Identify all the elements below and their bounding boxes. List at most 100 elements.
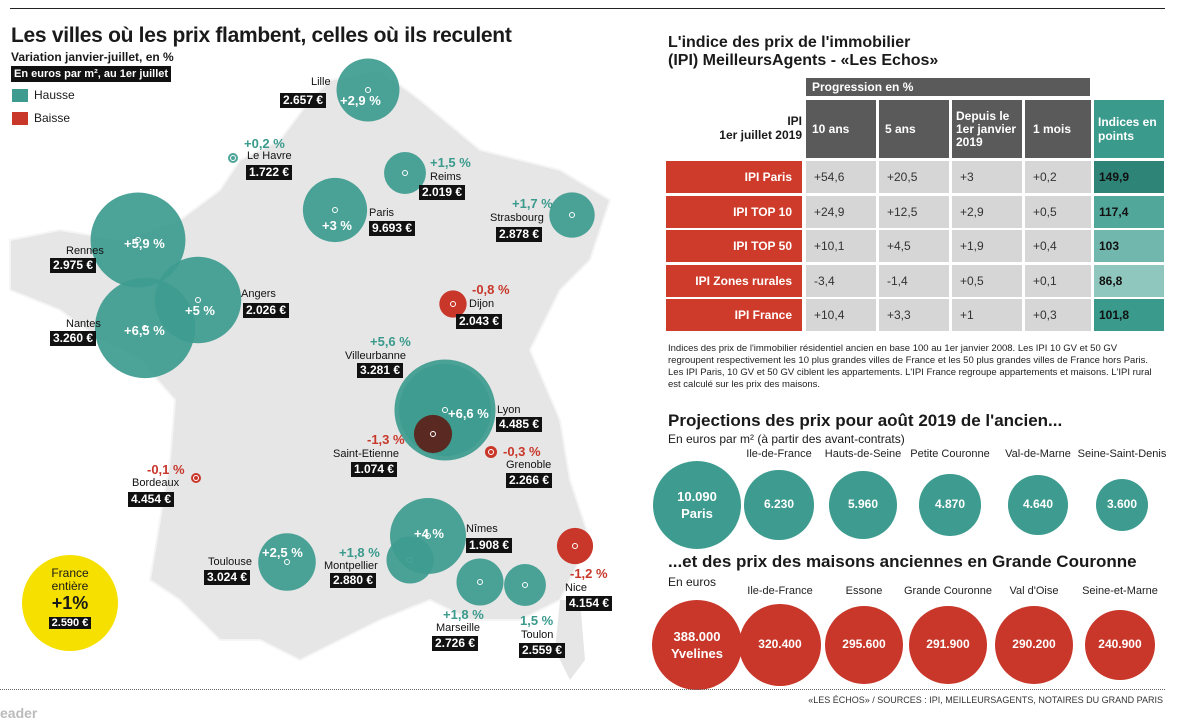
- france-label-1: France: [51, 566, 89, 580]
- city-change-montpellier: +1,8 %: [339, 545, 380, 560]
- map-circle-toulouse: [258, 533, 316, 591]
- map-dot-lille: [365, 87, 371, 93]
- city-change-lyon: +6,6 %: [448, 406, 489, 421]
- value-bubble: 3.600: [1095, 478, 1149, 532]
- col-depuis: Depuis le 1er janvier 2019: [952, 100, 1022, 158]
- value-bubble: 290.200: [995, 606, 1073, 684]
- map-dot-dijon: [450, 301, 456, 307]
- ipi-row-header-1: IPI: [787, 114, 802, 128]
- projections-bubbles: 10.090 Paris 6.230 Ile-de-France 5.960 Hauts-…: [650, 440, 1166, 550]
- bubble-label: Val d'Oise: [1009, 585, 1059, 597]
- city-name-nice: Nice: [565, 582, 588, 594]
- france-map: [9, 58, 612, 680]
- bubble-value: 295.600: [842, 637, 886, 652]
- projections-title: Projections des prix pour août 2019 de l…: [668, 411, 1063, 430]
- ipi-row-header: IPI 1er juillet 2019: [666, 100, 802, 158]
- value-bubble: 6.230: [744, 470, 814, 540]
- map-circle-paris: [302, 177, 368, 243]
- bubble-value: 4.640: [1022, 497, 1053, 512]
- ipi-cell-value: +1,9: [952, 230, 1022, 262]
- city-price-rennes: 2.975 €: [50, 258, 97, 273]
- ipi-cell-value: +10,4: [806, 299, 876, 331]
- bubble-label: Essone: [845, 585, 883, 597]
- city-price-toulouse: 3.024 €: [204, 570, 251, 585]
- ipi-cell-value: +0,1: [1025, 264, 1091, 297]
- bubble-inner-label: Yvelines: [670, 646, 724, 661]
- top-rule: [10, 8, 1165, 9]
- ipi-cell-value: +4,5: [879, 230, 949, 262]
- city-price-angers: 2.026 €: [243, 303, 290, 318]
- ipi-note: Indices des prix de l'immobilier résiden…: [668, 343, 1152, 390]
- bubble-label: Grande Couronne: [903, 585, 993, 597]
- city-price-dijon: 2.043 €: [456, 314, 503, 329]
- city-change-bordeaux: -0,1 %: [147, 462, 185, 477]
- ipi-cell-index: 149,9: [1094, 161, 1164, 193]
- city-name-montpellier: Montpellier: [324, 560, 378, 572]
- city-price-reims: 2.019 €: [419, 185, 466, 200]
- map-circle-bordeaux: [191, 473, 201, 483]
- map-unit-label: En euros par m², au 1er juillet: [11, 66, 172, 82]
- city-price-villeurbanne: 3.281 €: [357, 363, 404, 378]
- ipi-cell-value: +0,4: [1025, 230, 1091, 262]
- ipi-cell-value: +0,5: [1025, 195, 1091, 228]
- bubble-value: 320.400: [758, 637, 802, 652]
- map-dot-toulouse: [284, 559, 290, 565]
- map-circle-rennes: [90, 192, 186, 288]
- city-price-nice: 4.154 €: [566, 596, 613, 611]
- city-price-nantes: 3.260 €: [50, 331, 97, 346]
- ipi-cell-value: +3,3: [879, 299, 949, 331]
- ipi-cell-value: +10,1: [806, 230, 876, 262]
- map-circle-toulon: [504, 564, 546, 606]
- ipi-cell-value: +0,2: [1025, 161, 1091, 193]
- map-subtitle: Variation janvier-juillet, en %: [11, 50, 174, 64]
- city-price-lehavre: 1.722 €: [246, 165, 293, 180]
- city-change-rennes: +5,9 %: [124, 236, 165, 251]
- maisons-bubbles: 388.000 Yvelines 320.400 Ile-de-France 295.6…: [650, 575, 1165, 690]
- city-name-marseille: Marseille: [436, 622, 481, 634]
- map-circle-nice: [556, 527, 594, 565]
- map-dot-bordeaux: [193, 475, 199, 481]
- ipi-cell-value: +0,3: [1025, 299, 1091, 331]
- city-price-bordeaux: 4.454 €: [128, 492, 175, 507]
- city-name-paris: Paris: [369, 207, 395, 219]
- bubble-label: Petite Couronne: [910, 448, 990, 460]
- city-name-reims: Reims: [430, 171, 462, 183]
- bubble-value: 290.200: [1012, 637, 1056, 652]
- corsica-outline: [555, 600, 585, 680]
- ipi-cell-index: 117,4: [1094, 195, 1164, 228]
- map-dot-angers: [195, 297, 201, 303]
- city-price-montpellier: 2.880 €: [330, 573, 377, 588]
- legend-baisse-swatch: [12, 112, 28, 125]
- map-circle-grenoble: [484, 445, 498, 459]
- value-bubble: 240.900: [1084, 609, 1156, 681]
- bubble-inner-label: Paris: [681, 506, 713, 521]
- ipi-row-label: IPI France: [666, 299, 802, 331]
- value-bubble: 5.960: [829, 471, 897, 539]
- city-change-villeurbanne: +5,6 %: [370, 334, 411, 349]
- map-circle-lille: [336, 58, 400, 122]
- ipi-cell-value: +20,5: [879, 161, 949, 193]
- city-price-marseille: 2.726 €: [432, 636, 479, 651]
- ipi-title-line1: L'indice des prix de l'immobilier: [668, 34, 911, 51]
- map-dot-nmes: [425, 533, 431, 539]
- maisons-title: ...et des prix des maisons anciennes en …: [668, 552, 1137, 571]
- bubble-value: 4.870: [934, 497, 965, 512]
- city-name-rennes: Rennes: [66, 245, 104, 257]
- france-price: 2.590 €: [48, 617, 92, 629]
- ipi-cell-index: 86,8: [1094, 264, 1164, 297]
- col-10ans: 10 ans: [806, 100, 876, 158]
- map-dot-lyon: [442, 407, 448, 413]
- city-price-paris: 9.693 €: [369, 221, 416, 236]
- france-change: +1%: [51, 593, 89, 613]
- value-bubble: 4.870: [919, 474, 981, 536]
- ipi-title-line2: (IPI) MeilleursAgents - «Les Echos»: [668, 52, 939, 69]
- maisons-subtitle: En euros: [668, 575, 717, 589]
- value-bubble: 291.900: [908, 605, 988, 685]
- map-title: Les villes où les prix flambent, celles …: [11, 24, 512, 47]
- city-change-lille: +2,9 %: [340, 93, 381, 108]
- bubble-value: 5.960: [847, 497, 878, 512]
- col-1mois: 1 mois: [1025, 100, 1091, 158]
- city-change-lehavre: +0,2 %: [244, 136, 285, 151]
- city-name-toulouse: Toulouse: [208, 556, 253, 568]
- col-indices: Indices en points: [1094, 100, 1164, 158]
